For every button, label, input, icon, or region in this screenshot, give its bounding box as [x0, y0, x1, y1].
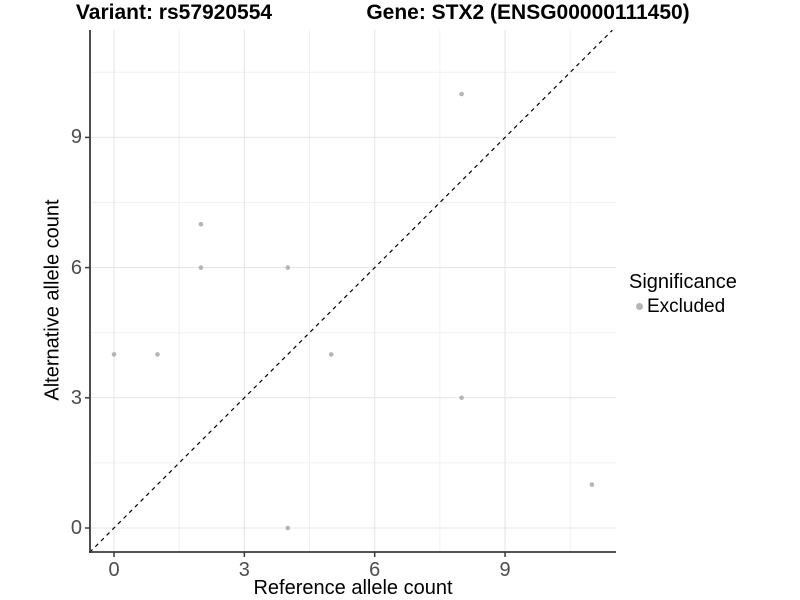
data-point — [589, 482, 595, 487]
data-point — [328, 352, 334, 357]
data-point — [198, 265, 204, 270]
legend-item: Excluded — [629, 295, 737, 318]
y-tick-label: 0 — [70, 517, 82, 539]
data-point — [459, 91, 464, 97]
legend-title: Significance — [629, 271, 737, 293]
x-tick-label: 9 — [499, 559, 511, 581]
data-point — [111, 352, 117, 357]
plot-title-gene: Gene: STX2 (ENSG00000111450) — [366, 1, 690, 24]
y-axis-title: Alternative allele count — [41, 199, 64, 401]
data-point — [285, 525, 291, 531]
legend: Significance Excluded — [629, 270, 737, 318]
x-axis-title: Reference allele count — [253, 577, 453, 599]
plot-title-variant: Variant: rs57920554 — [75, 1, 273, 24]
x-tick-label: 6 — [369, 559, 381, 581]
legend-point-swatch-icon — [636, 303, 643, 310]
identity-reference-line — [89, 29, 613, 553]
legend-item-label: Excluded — [647, 296, 726, 317]
x-tick-label: 0 — [108, 559, 120, 581]
y-tick-label: 3 — [70, 386, 82, 409]
y-tick-label: 6 — [70, 256, 82, 279]
y-tick-label: 9 — [70, 126, 82, 149]
data-point — [198, 221, 204, 227]
data-point — [459, 395, 464, 401]
data-point — [285, 265, 291, 270]
legend-items: Excluded — [629, 295, 737, 318]
data-point — [155, 352, 160, 357]
x-tick-label: 3 — [238, 559, 250, 581]
